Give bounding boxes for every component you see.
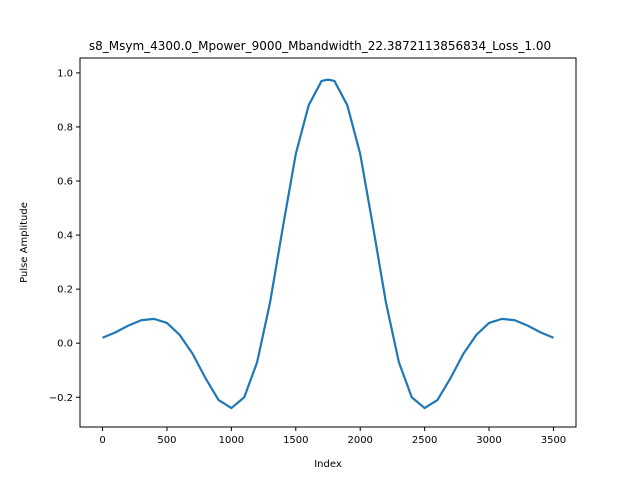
x-axis-ticks: 0 500 1000 1500 2000 2500 3000 3500 [99,427,566,446]
axes-frame [79,57,577,428]
y-tick-label: 0.6 [57,177,73,188]
x-tick-label: 1500 [283,435,308,446]
y-tick-label: 0.8 [57,122,73,133]
y-tick-label: 0.2 [57,285,73,296]
x-tick-label: 1000 [219,435,244,446]
x-tick-label: 2500 [412,435,437,446]
y-axis-label: Pulse Amplitude [19,202,30,283]
y-tick-label: 0.4 [57,231,73,242]
chart-title: s8_Msym_4300.0_Mpower_9000_Mbandwidth_22… [89,39,551,53]
y-tick-label: −0.2 [49,393,73,404]
y-axis-ticks: −0.2 0.0 0.2 0.4 0.6 0.8 1.0 [49,68,80,404]
x-tick-label: 3000 [476,435,501,446]
series-layer [102,78,554,410]
y-tick-label: 0.0 [57,339,73,350]
plot-area [80,58,576,427]
x-axis-label: Index [314,459,342,470]
x-tick-label: 500 [157,435,176,446]
x-tick-label: 2000 [347,435,372,446]
y-tick-label: 1.0 [57,68,73,79]
series-line-0 [102,78,554,410]
x-tick-label: 3500 [541,435,566,446]
x-tick-label: 0 [99,435,105,446]
